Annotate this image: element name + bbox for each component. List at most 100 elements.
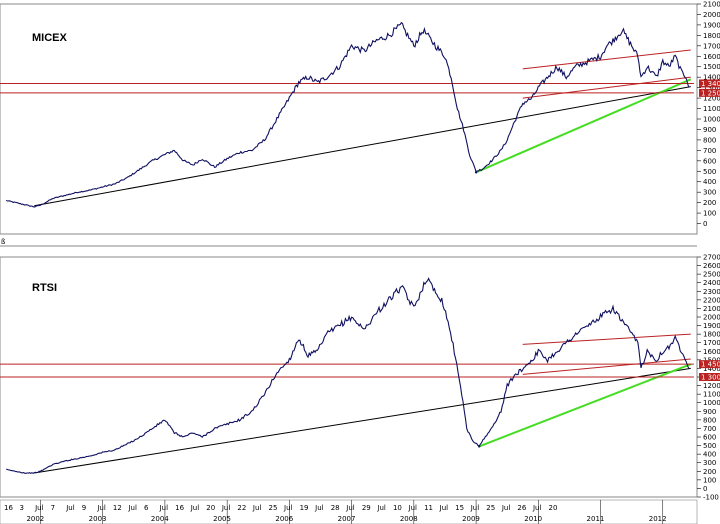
y-tick-label: 200	[703, 199, 716, 207]
month-tick-label: Jul	[252, 504, 262, 512]
month-tick-label: Jul	[345, 504, 355, 512]
rtsi-title-backdrop	[22, 274, 162, 298]
y-tick-label: 0	[703, 485, 707, 493]
y-tick-label: 2400	[703, 279, 720, 287]
y-tick-label: -100	[703, 494, 719, 502]
year-tick-label: 2006	[275, 515, 293, 523]
y-tick-label: 500	[703, 442, 716, 450]
y-tick-label: 300	[703, 459, 716, 467]
y-tick-label: 1700	[703, 42, 720, 50]
y-tick-label: 1900	[703, 21, 720, 29]
price-badge	[699, 79, 720, 88]
y-tick-label: 1100	[703, 105, 720, 113]
year-tick-label: 2008	[400, 515, 418, 523]
month-tick-label: 28	[331, 504, 340, 512]
panel-separator-glyph: ß	[1, 238, 6, 246]
month-tick-label: Jul	[159, 504, 169, 512]
year-tick-label: 2004	[151, 515, 169, 523]
micex-title: MICEX	[32, 32, 68, 44]
month-tick-label: 19	[300, 504, 309, 512]
year-tick-label: 2009	[462, 515, 480, 523]
month-tick-label: 25	[268, 504, 277, 512]
panel-rtsi: RTSI 27002600250024002300220021002000190…	[0, 254, 720, 502]
micex-title-backdrop	[22, 24, 117, 48]
month-tick-label: 15	[455, 504, 464, 512]
y-tick-label: 2600	[703, 262, 720, 270]
y-tick-label: 900	[703, 126, 716, 134]
y-tick-label: 100	[703, 210, 716, 218]
year-tick-label: 2011	[587, 515, 605, 523]
trend-line-3	[522, 358, 691, 375]
trend-line-3	[522, 76, 691, 99]
y-tick-label: 800	[703, 416, 716, 424]
y-tick-label: 1500	[703, 63, 720, 71]
price-badge	[699, 360, 720, 369]
y-tick-label: 2300	[703, 288, 720, 296]
y-tick-label: 400	[703, 451, 716, 459]
y-tick-label: 1000	[703, 399, 720, 407]
y-tick-label: 1200	[703, 95, 720, 103]
month-tick-label: Jul	[439, 504, 449, 512]
price-badge	[699, 88, 720, 97]
month-tick-label: Jul	[470, 504, 480, 512]
y-tick-label: 1400	[703, 74, 720, 82]
month-tick-label: 12	[113, 504, 122, 512]
year-tick-label: 2002	[26, 515, 44, 523]
price-series-line	[6, 277, 690, 475]
y-tick-label: 2000	[703, 314, 720, 322]
month-tick-label: 16	[175, 504, 184, 512]
month-tick-label: 22	[237, 504, 246, 512]
y-tick-label: 300	[703, 189, 716, 197]
month-tick-label: 6	[144, 504, 149, 512]
y-tick-label: 500	[703, 168, 716, 176]
trend-line-1	[475, 78, 692, 174]
price-series-line	[5, 21, 690, 208]
y-tick-label: 1100	[703, 391, 720, 399]
month-tick-label: 20	[206, 504, 215, 512]
month-tick-label: 20	[549, 504, 558, 512]
trend-line-0	[34, 367, 691, 474]
month-tick-label: Jul	[65, 504, 75, 512]
panel-micex: MICEX 2100200019001800170016001500140013…	[0, 1, 720, 235]
trend-line-2	[522, 333, 691, 345]
price-badge	[699, 373, 720, 381]
y-tick-label: 2500	[703, 271, 720, 279]
y-tick-label: 1600	[703, 348, 720, 356]
y-tick-label: 2100	[703, 305, 720, 313]
time-axis: 16 3 Jul 7 Jul 9 Jul 12 Jul 6 Jul 16 Jul 20 Jul 22 Jul 25…	[0, 499, 698, 524]
y-tick-label: 1900	[703, 322, 720, 330]
series-point	[474, 171, 478, 174]
month-tick-label: Jul	[190, 504, 200, 512]
price-badge-label: 1 340	[701, 80, 720, 88]
y-tick-label: 900	[703, 408, 716, 416]
time-axis-frame	[0, 499, 698, 524]
month-tick-label: Jul	[221, 504, 231, 512]
y-tick-label: 100	[703, 476, 716, 484]
y-tick-label: 2100	[703, 1, 720, 9]
trend-line-2	[522, 49, 691, 70]
month-tick-label: Jul	[376, 504, 386, 512]
month-tick-label: Jul	[532, 504, 542, 512]
month-tick-label: Jul	[34, 504, 44, 512]
y-tick-label: 1700	[703, 339, 720, 347]
y-tick-label: 700	[703, 425, 716, 433]
y-tick-label: 1200	[703, 382, 720, 390]
series-point	[477, 445, 481, 448]
month-tick-label: 3	[20, 504, 24, 512]
trend-line-0	[34, 86, 691, 207]
year-tick-label: 2003	[89, 515, 107, 523]
y-tick-label: 800	[703, 136, 716, 144]
price-badge-label: 1 300	[701, 374, 720, 382]
y-tick-label: 600	[703, 157, 716, 165]
y-tick-label: 1600	[703, 53, 720, 61]
y-tick-label: 200	[703, 468, 716, 476]
rtsi-title: RTSI	[32, 282, 57, 294]
month-tick-label: 25	[486, 504, 495, 512]
price-badge-label: 1 250	[701, 89, 720, 97]
y-tick-label: 1000	[703, 116, 720, 124]
y-tick-label: 600	[703, 434, 716, 442]
month-tick-label: 16	[4, 504, 13, 512]
month-tick-label: Jul	[501, 504, 511, 512]
month-tick-label: Jul	[408, 504, 418, 512]
